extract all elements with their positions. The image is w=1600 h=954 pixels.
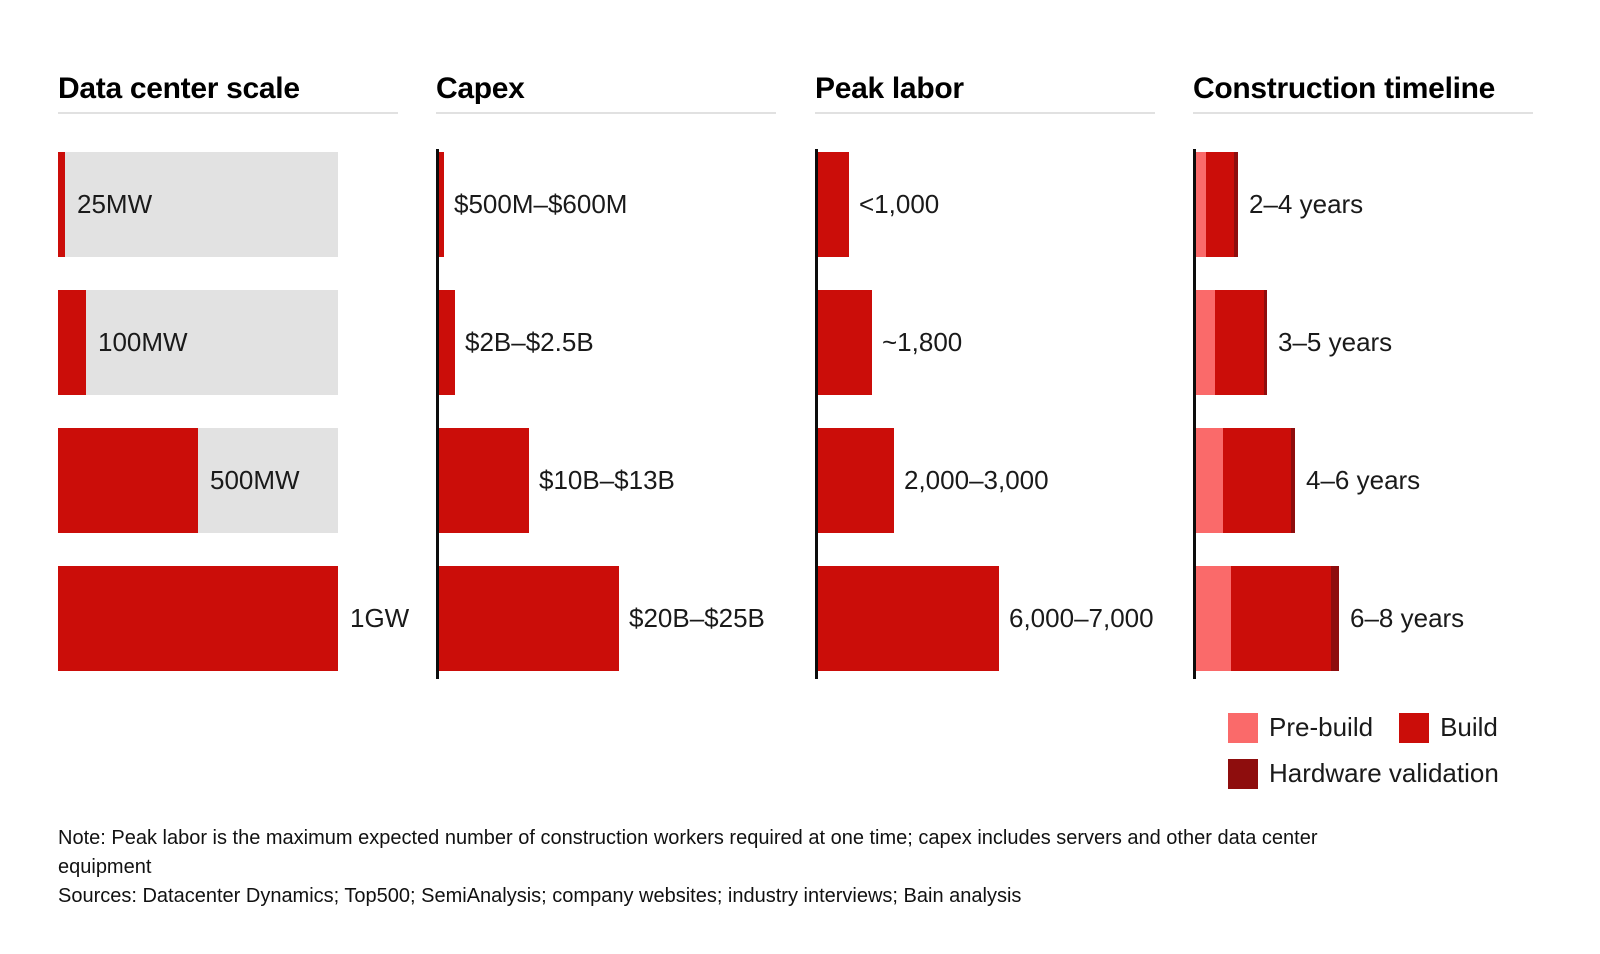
header-rule (436, 112, 776, 114)
bar-fill (58, 290, 86, 395)
bar-value-label: 2,000–3,000 (904, 465, 1049, 495)
legend-label: Pre-build (1269, 712, 1374, 742)
hardware-validation-segment (1234, 152, 1238, 257)
bar-row: $10B–$13B (439, 428, 789, 533)
bar-rows: 25MW 100MW 500MW 1GW (58, 0, 410, 954)
bar-row: 6–8 years (1196, 566, 1546, 671)
bar-row: 4–6 years (1196, 428, 1546, 533)
bar-fill (818, 290, 872, 395)
legend: Pre-build Build Hardware validation (1228, 712, 1576, 789)
bar-value-label: 6–8 years (1350, 603, 1465, 633)
bar-track (58, 152, 338, 257)
bar-value-label: $500M–$600M (454, 189, 628, 219)
bar-row: 100MW (58, 290, 408, 395)
column-header-capex: Capex (436, 72, 525, 105)
bar-row: 2–4 years (1196, 152, 1546, 257)
bar-fill (439, 428, 529, 533)
bar-fill (439, 152, 444, 257)
note-text: Note: Peak labor is the maximum expected… (58, 827, 1318, 878)
build-segment (1231, 566, 1331, 671)
bar-value-label: <1,000 (859, 189, 940, 219)
bar-row: 3–5 years (1196, 290, 1546, 395)
legend-swatch-hardware-validation (1228, 758, 1258, 789)
build-segment (1206, 152, 1234, 257)
hardware-validation-segment (1264, 290, 1267, 395)
bar-fill (818, 152, 849, 257)
legend-item: Pre-build (1228, 712, 1373, 743)
legend-item: Build (1399, 712, 1498, 743)
sources-text: Sources: Datacenter Dynamics; Top500; Se… (58, 885, 1022, 907)
bar-rows: $500M–$600M $2B–$2.5B $10B–$13B $20B–$25B (439, 0, 789, 954)
legend-label: Build (1440, 712, 1498, 742)
legend-label: Hardware validation (1269, 758, 1499, 788)
bar-value-label: $20B–$25B (629, 603, 765, 633)
hardware-validation-segment (1291, 428, 1295, 533)
bar-value-label: 100MW (98, 327, 188, 357)
legend-swatch-build (1399, 712, 1430, 743)
bar-value-label: 2–4 years (1249, 189, 1364, 219)
bar-value-label: ~1,800 (882, 327, 963, 357)
bar-fill (818, 566, 999, 671)
axis-line (436, 149, 439, 679)
pre-build-segment (1196, 566, 1231, 671)
column-header-data-center-scale: Data center scale (58, 72, 300, 105)
bar-row: $500M–$600M (439, 152, 789, 257)
build-segment (1223, 428, 1291, 533)
axis-line (1193, 149, 1196, 679)
bar-fill (818, 428, 894, 533)
bar-fill (439, 290, 455, 395)
bar-value-label: 3–5 years (1278, 327, 1393, 357)
bar-fill (58, 152, 65, 257)
column-construction-timeline: Construction timeline 2–4 years 3–5 years… (1193, 0, 1543, 954)
bar-fill (58, 428, 198, 533)
header-rule (815, 112, 1155, 114)
bar-row: $2B–$2.5B (439, 290, 789, 395)
bar-value-label: $2B–$2.5B (465, 327, 594, 357)
hardware-validation-segment (1331, 566, 1339, 671)
bar-row: 1GW (58, 566, 410, 671)
pre-build-segment (1196, 290, 1215, 395)
column-data-center-scale: Data center scale 25MW 100MW 500MW 1GW (58, 0, 410, 954)
bar-value-label: 500MW (210, 465, 300, 495)
footnotes: Note: Peak labor is the maximum expected… (58, 824, 1348, 911)
bar-row: 2,000–3,000 (818, 428, 1168, 533)
bar-row: 500MW (58, 428, 408, 533)
bar-value-label: 6,000–7,000 (1009, 603, 1154, 633)
header-rule (58, 112, 398, 114)
legend-swatch-pre-build (1228, 712, 1258, 743)
column-peak-labor: Peak labor <1,000 ~1,800 2,000–3,000 6,000–… (815, 0, 1165, 954)
bar-row: 25MW (58, 152, 408, 257)
bar-value-label: 4–6 years (1306, 465, 1421, 495)
bar-rows: 2–4 years 3–5 years 4–6 years 6–8 years (1196, 0, 1546, 954)
axis-line (815, 149, 818, 679)
bar-fill (439, 566, 619, 671)
bar-value-label: $10B–$13B (539, 465, 675, 495)
bar-row: $20B–$25B (439, 566, 789, 671)
column-capex: Capex $500M–$600M $2B–$2.5B $10B–$13B $20B–… (436, 0, 786, 954)
bar-rows: <1,000 ~1,800 2,000–3,000 6,000–7,000 (818, 0, 1168, 954)
bar-row: <1,000 (818, 152, 1168, 257)
bar-fill (58, 566, 338, 671)
build-segment (1215, 290, 1264, 395)
bar-value-label: 1GW (350, 603, 410, 633)
header-rule (1193, 112, 1533, 114)
bar-row: 6,000–7,000 (818, 566, 1168, 671)
bar-row: ~1,800 (818, 290, 1168, 395)
column-header-peak-labor: Peak labor (815, 72, 964, 105)
column-header-construction-timeline: Construction timeline (1193, 72, 1496, 105)
legend-item: Hardware validation (1228, 758, 1499, 789)
bar-track (58, 290, 338, 395)
bar-value-label: 25MW (77, 189, 153, 219)
pre-build-segment (1196, 428, 1223, 533)
pre-build-segment (1196, 152, 1206, 257)
